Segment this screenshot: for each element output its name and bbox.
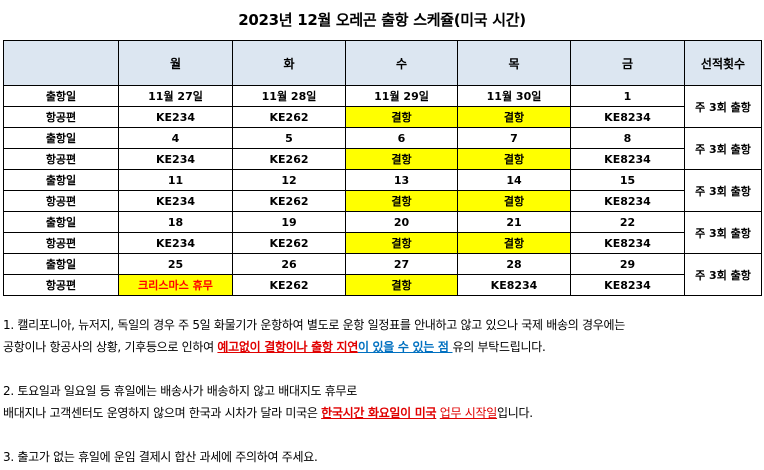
flight-cell: KE8234 <box>570 232 685 254</box>
flight-cell: KE8234 <box>457 274 571 296</box>
date-cell: 11월 28일 <box>232 85 346 107</box>
table-row-dates: 출항일 4 5 6 7 8 주 3회 출항 <box>3 127 762 170</box>
date-cell: 28 <box>457 253 571 275</box>
date-cell: 5 <box>232 127 346 149</box>
flight-cell: KE8234 <box>570 106 685 128</box>
flight-cell-cancelled: 결항 <box>457 190 571 212</box>
flight-cell-cancelled: 결항 <box>457 148 571 170</box>
flight-cell: KE234 <box>118 148 233 170</box>
table-row-flights: 항공편 KE234 KE262 결항 결항 KE8234 <box>3 190 762 212</box>
date-cell: 21 <box>457 211 571 233</box>
row-label-date: 출항일 <box>3 211 119 233</box>
note-2-text: 배대지나 고객센터도 운영하지 않으며 한국과 시차가 달라 미국은 <box>3 406 322 420</box>
note-2-line-2: 배대지나 고객센터도 운영하지 않으며 한국과 시차가 달라 미국은 한국시간 … <box>3 402 763 424</box>
note-1-line-2: 공항이나 항공사의 상황, 기후등으로 인하여 예고없이 결항이나 출항 지연이… <box>3 336 763 358</box>
date-cell: 27 <box>345 253 458 275</box>
flight-cell-cancelled: 결항 <box>457 232 571 254</box>
header-thu: 목 <box>457 40 571 86</box>
shipments-cell: 주 3회 출항 <box>684 127 762 170</box>
date-cell: 13 <box>345 169 458 191</box>
row-label-flight: 항공편 <box>3 106 119 128</box>
flight-cell: KE8234 <box>570 190 685 212</box>
date-cell: 22 <box>570 211 685 233</box>
flight-cell-cancelled: 결항 <box>345 190 458 212</box>
note-1-text-end: 유의 부탁드립니다. <box>452 340 546 354</box>
table-row-dates: 출항일 25 26 27 28 29 주 3회 출항 <box>3 253 762 296</box>
note-1-line-1: 1. 캘리포니아, 뉴저지, 독일의 경우 주 5일 화물기가 운항하여 별도로… <box>3 318 625 332</box>
flight-cell-cancelled: 결항 <box>345 232 458 254</box>
table-row-flights: 항공편 KE234 KE262 결항 결항 KE8234 <box>3 148 762 170</box>
note-1-warning-red: 예고없이 결항이나 출항 지연 <box>217 340 358 354</box>
table-row-flights: 항공편 KE234 KE262 결항 결항 KE8234 <box>3 232 762 254</box>
row-label-flight: 항공편 <box>3 274 119 296</box>
flight-cell: KE8234 <box>570 274 685 296</box>
date-cell: 11 <box>118 169 233 191</box>
flight-cell: KE234 <box>118 232 233 254</box>
flight-cell-cancelled: 결항 <box>457 106 571 128</box>
header-shipments: 선적횟수 <box>684 40 762 86</box>
shipments-cell: 주 3회 출항 <box>684 85 762 128</box>
notes-section: 1. 캘리포니아, 뉴저지, 독일의 경우 주 5일 화물기가 운항하여 별도로… <box>3 314 763 468</box>
flight-cell: KE8234 <box>570 148 685 170</box>
row-label-flight: 항공편 <box>3 190 119 212</box>
date-cell: 4 <box>118 127 233 149</box>
flight-cell-cancelled: 결항 <box>345 106 458 128</box>
date-cell: 15 <box>570 169 685 191</box>
note-2-line-1: 2. 토요일과 일요일 등 휴일에는 배송사가 배송하지 않고 배대지도 휴무로 <box>3 384 357 398</box>
flight-cell-holiday: 크리스마스 휴무 <box>118 274 233 296</box>
flight-cell: KE234 <box>118 106 233 128</box>
header-row: 월 화 수 목 금 선적횟수 <box>3 40 762 86</box>
shipments-cell: 주 3회 출항 <box>684 211 762 254</box>
note-2-highlight-2: 업무 시작일 <box>439 406 498 420</box>
row-label-flight: 항공편 <box>3 148 119 170</box>
shipments-cell: 주 3회 출항 <box>684 253 762 296</box>
row-label-date: 출항일 <box>3 169 119 191</box>
flight-cell: KE234 <box>118 190 233 212</box>
date-cell: 25 <box>118 253 233 275</box>
row-label-date: 출항일 <box>3 253 119 275</box>
flight-cell: KE262 <box>232 274 346 296</box>
header-fri: 금 <box>570 40 685 86</box>
date-cell: 12 <box>232 169 346 191</box>
date-cell: 11월 29일 <box>345 85 458 107</box>
date-cell: 8 <box>570 127 685 149</box>
page-title: 2023년 12월 오레곤 출항 스케쥴(미국 시간) <box>238 11 526 29</box>
date-cell: 19 <box>232 211 346 233</box>
table-row-flights: 항공편 크리스마스 휴무 KE262 결항 KE8234 KE8234 <box>3 274 762 296</box>
date-cell: 14 <box>457 169 571 191</box>
header-mon: 월 <box>118 40 233 86</box>
date-cell: 11월 27일 <box>118 85 233 107</box>
date-cell: 29 <box>570 253 685 275</box>
row-label-flight: 항공편 <box>3 232 119 254</box>
date-cell: 11월 30일 <box>457 85 571 107</box>
table-row-dates: 출항일 18 19 20 21 22 주 3회 출항 <box>3 211 762 254</box>
shipments-cell: 주 3회 출항 <box>684 169 762 212</box>
date-cell: 20 <box>345 211 458 233</box>
row-label-date: 출항일 <box>3 85 119 107</box>
header-blank <box>3 40 119 86</box>
note-2-highlight: 한국시간 화요일이 미국 <box>321 406 437 420</box>
note-1-text: 공항이나 항공사의 상황, 기후등으로 인하여 <box>3 340 218 354</box>
note-2-text-end: 입니다. <box>497 406 533 420</box>
date-cell: 1 <box>570 85 685 107</box>
table-row-dates: 출항일 11 12 13 14 15 주 3회 출항 <box>3 169 762 212</box>
table-row-flights: 항공편 KE234 KE262 결항 결항 KE8234 <box>3 106 762 128</box>
header-tue: 화 <box>232 40 346 86</box>
date-cell: 7 <box>457 127 571 149</box>
flight-cell: KE262 <box>232 232 346 254</box>
note-1-warning-blue: 이 있을 수 있는 점 <box>357 340 453 354</box>
flight-cell-cancelled: 결항 <box>345 274 458 296</box>
flight-cell: KE262 <box>232 190 346 212</box>
flight-cell: KE262 <box>232 106 346 128</box>
note-3: 3. 출고가 없는 휴일에 운임 결제시 합산 과세에 주의하여 주세요. <box>3 450 318 464</box>
row-label-date: 출항일 <box>3 127 119 149</box>
date-cell: 18 <box>118 211 233 233</box>
date-cell: 6 <box>345 127 458 149</box>
schedule-table: 월 화 수 목 금 선적횟수 출항일 11월 27일 11월 28일 11월 2… <box>3 40 762 296</box>
flight-cell-cancelled: 결항 <box>345 148 458 170</box>
flight-cell: KE262 <box>232 148 346 170</box>
date-cell: 26 <box>232 253 346 275</box>
header-wed: 수 <box>345 40 458 86</box>
table-row-dates: 출항일 11월 27일 11월 28일 11월 29일 11월 30일 1 주 … <box>3 85 762 128</box>
